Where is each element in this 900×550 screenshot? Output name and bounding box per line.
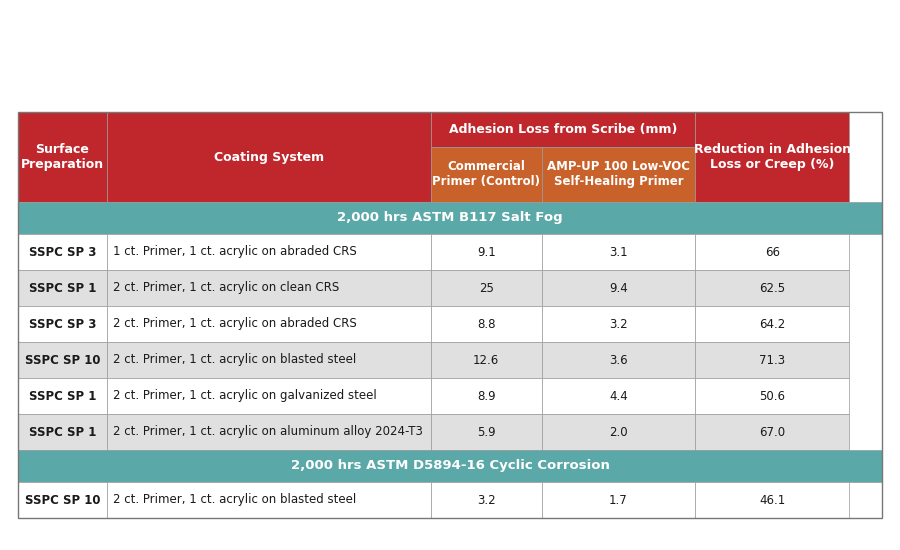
Bar: [542, 147, 696, 202]
Text: SSPC SP 3: SSPC SP 3: [29, 245, 96, 258]
Bar: [18, 202, 882, 234]
Text: 2 ct. Primer, 1 ct. acrylic on blasted steel: 2 ct. Primer, 1 ct. acrylic on blasted s…: [113, 493, 356, 507]
Text: 8.9: 8.9: [477, 389, 496, 403]
Text: 3.1: 3.1: [609, 245, 628, 258]
Text: SSPC SP 3: SSPC SP 3: [29, 317, 96, 331]
Bar: [696, 342, 850, 378]
Bar: [431, 342, 542, 378]
Text: AMP-UP 100 Low-VOC
Self-Healing Primer: AMP-UP 100 Low-VOC Self-Healing Primer: [547, 161, 690, 189]
Text: 3.6: 3.6: [609, 354, 628, 366]
Text: 66: 66: [765, 245, 779, 258]
Bar: [18, 306, 107, 342]
Text: SSPC SP 1: SSPC SP 1: [29, 426, 96, 438]
Text: 3.2: 3.2: [609, 317, 628, 331]
Text: 71.3: 71.3: [760, 354, 786, 366]
Bar: [107, 234, 431, 270]
Bar: [696, 112, 850, 202]
Bar: [431, 306, 542, 342]
Text: 2 ct. Primer, 1 ct. acrylic on clean CRS: 2 ct. Primer, 1 ct. acrylic on clean CRS: [113, 282, 339, 294]
Text: 4.4: 4.4: [609, 389, 628, 403]
Text: 2 ct. Primer, 1 ct. acrylic on aluminum alloy 2024-T3: 2 ct. Primer, 1 ct. acrylic on aluminum …: [113, 426, 423, 438]
Text: SSPC SP 10: SSPC SP 10: [24, 354, 100, 366]
Text: 67.0: 67.0: [760, 426, 786, 438]
Text: 3.2: 3.2: [477, 493, 496, 507]
Bar: [431, 414, 542, 450]
Bar: [696, 270, 850, 306]
Bar: [107, 414, 431, 450]
Text: 9.4: 9.4: [609, 282, 628, 294]
Bar: [542, 270, 696, 306]
Bar: [431, 378, 542, 414]
Bar: [431, 234, 542, 270]
Bar: [431, 270, 542, 306]
Bar: [18, 112, 107, 202]
Bar: [107, 482, 431, 518]
Bar: [107, 112, 431, 202]
Bar: [107, 270, 431, 306]
Text: 50.6: 50.6: [760, 389, 786, 403]
Text: Reduction in Adhesion
Loss or Creep (%): Reduction in Adhesion Loss or Creep (%): [694, 143, 850, 171]
Text: 9.1: 9.1: [477, 245, 496, 258]
Bar: [542, 378, 696, 414]
Text: 62.5: 62.5: [760, 282, 786, 294]
Bar: [18, 482, 107, 518]
Bar: [107, 378, 431, 414]
Text: SSPC SP 1: SSPC SP 1: [29, 389, 96, 403]
Text: Commercial
Primer (Control): Commercial Primer (Control): [432, 161, 540, 189]
Text: Surface
Preparation: Surface Preparation: [21, 143, 104, 171]
Bar: [542, 414, 696, 450]
Bar: [18, 112, 882, 518]
Bar: [542, 482, 696, 518]
Bar: [18, 450, 882, 482]
Text: 2,000 hrs ASTM B117 Salt Fog: 2,000 hrs ASTM B117 Salt Fog: [338, 212, 562, 224]
Text: 2 ct. Primer, 1 ct. acrylic on galvanized steel: 2 ct. Primer, 1 ct. acrylic on galvanize…: [113, 389, 377, 403]
Text: 64.2: 64.2: [759, 317, 786, 331]
Bar: [431, 112, 696, 147]
Bar: [696, 306, 850, 342]
Text: 5.9: 5.9: [477, 426, 496, 438]
Bar: [18, 378, 107, 414]
Text: 2.0: 2.0: [609, 426, 628, 438]
Text: 8.8: 8.8: [477, 317, 496, 331]
Bar: [696, 414, 850, 450]
Text: 2 ct. Primer, 1 ct. acrylic on abraded CRS: 2 ct. Primer, 1 ct. acrylic on abraded C…: [113, 317, 356, 331]
Bar: [431, 147, 542, 202]
Bar: [431, 482, 542, 518]
Text: SSPC SP 10: SSPC SP 10: [24, 493, 100, 507]
Text: 46.1: 46.1: [759, 493, 786, 507]
Text: 1.7: 1.7: [609, 493, 628, 507]
Bar: [696, 482, 850, 518]
Text: 25: 25: [479, 282, 494, 294]
Text: SSPC SP 1: SSPC SP 1: [29, 282, 96, 294]
Text: 1 ct. Primer, 1 ct. acrylic on abraded CRS: 1 ct. Primer, 1 ct. acrylic on abraded C…: [113, 245, 356, 258]
Bar: [18, 234, 107, 270]
Bar: [696, 234, 850, 270]
Bar: [107, 342, 431, 378]
Bar: [18, 270, 107, 306]
Bar: [542, 342, 696, 378]
Bar: [18, 342, 107, 378]
Bar: [542, 234, 696, 270]
Text: 2 ct. Primer, 1 ct. acrylic on blasted steel: 2 ct. Primer, 1 ct. acrylic on blasted s…: [113, 354, 356, 366]
Bar: [696, 378, 850, 414]
Text: 2,000 hrs ASTM D5894-16 Cyclic Corrosion: 2,000 hrs ASTM D5894-16 Cyclic Corrosion: [291, 459, 609, 472]
Text: Coating System: Coating System: [214, 151, 324, 163]
Bar: [542, 306, 696, 342]
Text: Adhesion Loss from Scribe (mm): Adhesion Loss from Scribe (mm): [449, 123, 678, 136]
Bar: [107, 306, 431, 342]
Bar: [18, 414, 107, 450]
Text: 12.6: 12.6: [473, 354, 500, 366]
